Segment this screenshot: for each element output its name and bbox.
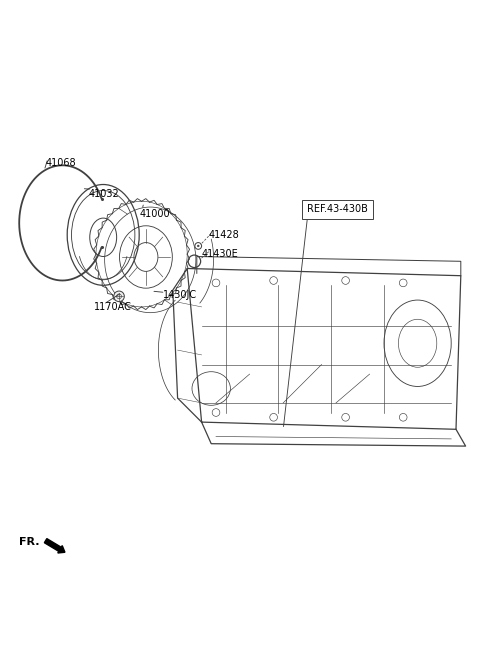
Text: 41068: 41068 xyxy=(46,158,76,168)
FancyArrow shape xyxy=(44,539,65,553)
Text: 1430JC: 1430JC xyxy=(163,290,197,300)
Circle shape xyxy=(197,245,199,247)
Text: 41430E: 41430E xyxy=(202,248,239,259)
Text: 1170AC: 1170AC xyxy=(94,302,132,312)
Text: 41000: 41000 xyxy=(139,210,170,219)
Circle shape xyxy=(114,291,124,302)
Text: REF.43-430B: REF.43-430B xyxy=(307,204,368,214)
Circle shape xyxy=(195,242,202,249)
Text: 41428: 41428 xyxy=(209,230,240,240)
Text: FR.: FR. xyxy=(19,537,40,547)
Text: 41032: 41032 xyxy=(89,189,120,199)
